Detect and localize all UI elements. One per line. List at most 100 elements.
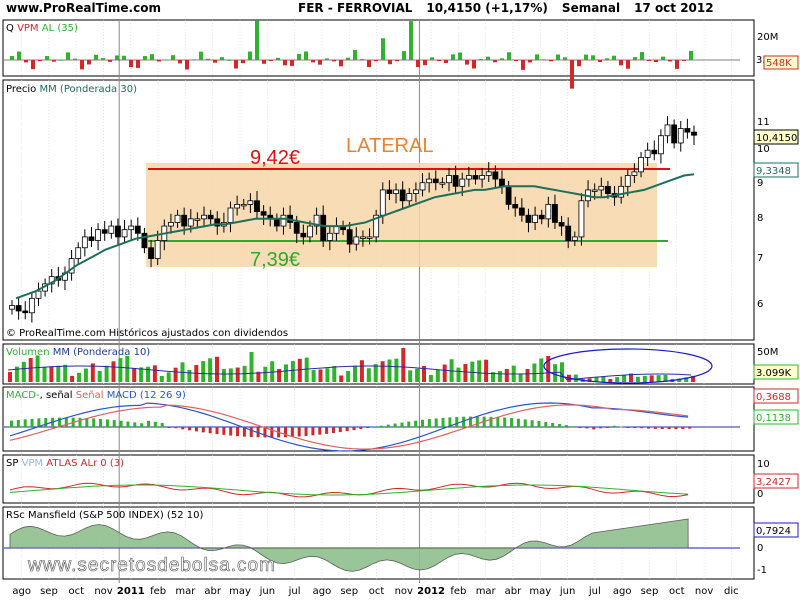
x-tick-label: mar — [476, 586, 497, 597]
volume-bar — [249, 352, 254, 382]
candle — [684, 128, 691, 133]
candle — [432, 178, 439, 184]
volume-bar — [297, 358, 302, 382]
candle — [638, 157, 644, 173]
candle — [247, 200, 254, 205]
qvpm-bar — [535, 54, 539, 60]
volume-bar — [21, 361, 26, 382]
volume-bar — [263, 366, 268, 382]
qvpm-bar — [31, 60, 35, 70]
candle — [532, 214, 538, 223]
volume-bar — [415, 368, 420, 382]
qvpm-bar — [486, 56, 490, 60]
candle — [373, 214, 380, 238]
volume-bar — [553, 364, 558, 382]
candle — [88, 236, 95, 241]
qvpm-bar — [157, 60, 161, 62]
chart-title: FER - FERROVIAL 10,4150 (+1,17%) Semanal 17… — [298, 1, 728, 15]
volume-value: 3.099K — [756, 368, 792, 379]
macd-hist-bar — [448, 417, 452, 427]
macd-hist-bar — [16, 419, 20, 427]
macd-hist-bar — [331, 427, 335, 434]
candle — [618, 185, 625, 198]
macd-hist-bar — [544, 422, 548, 427]
volume-bar — [221, 368, 226, 382]
rsc-area — [9, 518, 689, 572]
candle — [128, 225, 135, 231]
candle — [108, 225, 115, 234]
qvpm-bar — [416, 60, 420, 68]
macd-hist-bar — [85, 418, 89, 427]
candle — [492, 171, 499, 180]
support-label: 7,39€ — [250, 249, 300, 271]
macd-hist-bar — [564, 425, 568, 427]
volume-bar — [691, 375, 696, 382]
sp-axis-label: 0 — [757, 489, 763, 500]
candle — [406, 193, 413, 202]
qvpm-bar — [73, 58, 77, 60]
candle — [571, 236, 578, 241]
qvpm-bar — [143, 56, 147, 60]
macd-hist-bar — [612, 425, 616, 427]
qvpm-bar — [290, 60, 294, 66]
chart-header: www.ProRealTime.com FER - FERROVIAL 10,41… — [0, 0, 800, 18]
x-tick-label: nov — [94, 586, 112, 597]
qvpm-bar — [570, 60, 574, 89]
x-tick-label: oct — [369, 586, 385, 597]
macd-hist-bar — [626, 427, 630, 428]
x-tick-label: ago — [613, 586, 632, 597]
price-axis-label: 10 — [757, 144, 770, 155]
candle — [168, 222, 174, 227]
candle — [552, 203, 558, 223]
macd-hist-bar — [510, 418, 514, 427]
sp-plot — [9, 482, 689, 498]
volume-bar — [63, 364, 68, 382]
volume-bar — [166, 372, 171, 382]
rsc-plot — [4, 518, 740, 572]
macd-hist-bar — [434, 418, 438, 427]
qvpm-bar — [80, 60, 84, 70]
macd-hist-bar — [503, 417, 507, 427]
macd-hist-bar — [153, 421, 157, 427]
candle — [518, 207, 525, 216]
qvpm-bar — [654, 60, 658, 63]
x-tick-label: feb — [450, 586, 466, 597]
grid-lines — [21, 20, 732, 583]
macd-hist-bar — [393, 423, 397, 427]
site-url[interactable]: www.ProRealTime.com — [6, 1, 161, 15]
macd-hist-bar — [345, 427, 349, 432]
volume-bar — [42, 367, 47, 382]
qvpm-bar — [248, 51, 252, 60]
qvpm-bar — [87, 60, 91, 65]
candle — [452, 175, 459, 187]
volume-bar — [456, 367, 461, 382]
macd-hist-bar — [92, 418, 96, 427]
qvpm-bar — [171, 55, 175, 60]
volume-bar — [139, 367, 144, 382]
qvpm-bar — [444, 60, 448, 63]
macd-hist-bar — [585, 427, 589, 429]
volume-bar — [152, 365, 157, 382]
price-axis-label: 9 — [757, 178, 763, 189]
volume-bar — [90, 363, 95, 382]
candle — [459, 178, 466, 187]
candle — [386, 189, 393, 194]
candle — [671, 124, 678, 144]
macd-hist-bar — [290, 427, 294, 437]
qvpm-bar — [381, 38, 385, 60]
x-tick-label: dic — [724, 586, 739, 597]
volume-bar — [649, 375, 654, 382]
macd-value: 0,3688 — [756, 392, 791, 403]
macd-hist-bar — [516, 418, 520, 427]
volume-bar — [14, 366, 19, 382]
macd-hist-bar — [688, 427, 692, 429]
macd-hist-bar — [263, 427, 267, 438]
macd-hist-bar — [373, 426, 377, 428]
price-footnote: © ProRealTime.com Históricos ajustados c… — [6, 327, 288, 339]
volume-bar — [215, 356, 219, 382]
qvpm-value-box — [763, 55, 799, 70]
macd-hist-bar — [311, 427, 315, 436]
qvpm-bar — [339, 60, 343, 67]
sp-signal-line — [9, 484, 689, 496]
